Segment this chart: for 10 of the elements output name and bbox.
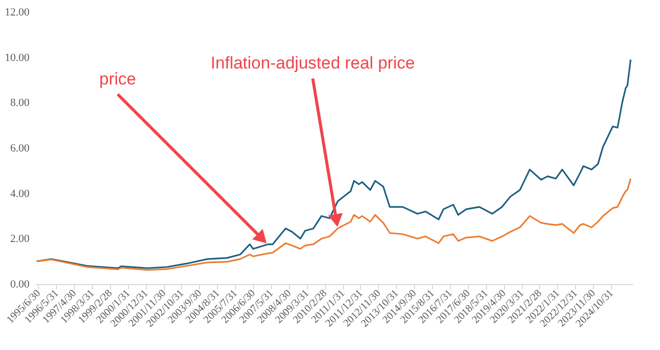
annotation: price	[99, 69, 136, 88]
y-tick-label: 8.00	[10, 97, 30, 110]
y-tick-label: 4.00	[10, 188, 30, 200]
annotation: Inflation-adjusted real price	[210, 53, 415, 72]
y-tick-label: 6.00	[10, 142, 30, 154]
y-tick-label: 2.00	[10, 233, 30, 246]
line-series	[36, 178, 632, 271]
y-tick-label: 10.00	[4, 52, 30, 64]
y-tick-label: 0.00	[10, 278, 30, 290]
y-tick-label: 12.00	[4, 6, 30, 18]
